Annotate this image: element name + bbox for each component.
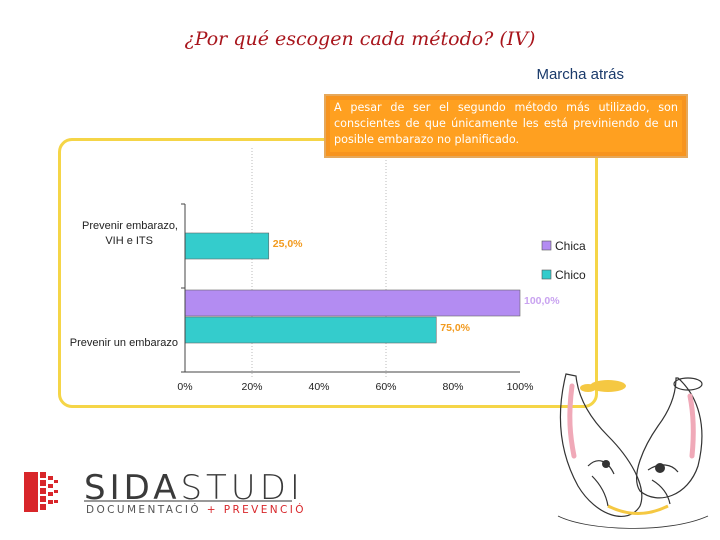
logo-tagline-part1: DOCUMENTACIÓ bbox=[86, 504, 202, 516]
logo-tagline-part2: PREVENCIÓ bbox=[223, 504, 306, 516]
x-tick-label: 100% bbox=[507, 381, 534, 393]
legend-label-chico: Chico bbox=[555, 268, 586, 282]
logo-name-part2: STUDI bbox=[180, 468, 304, 508]
x-tick-label: 80% bbox=[442, 381, 463, 393]
slide-title: ¿Por qué escogen cada método? (IV) bbox=[184, 28, 536, 50]
bar-chico-0 bbox=[184, 232, 270, 260]
bar-chica-1 bbox=[184, 289, 521, 317]
bar-chico-1 bbox=[184, 316, 437, 344]
category-label: Prevenir un embarazo bbox=[70, 337, 178, 349]
legend-label-chica: Chica bbox=[555, 239, 586, 253]
logo-tagline-sep: + bbox=[206, 504, 218, 516]
legend-swatch-chico bbox=[541, 269, 552, 280]
section-heading: Marcha atrás bbox=[536, 66, 624, 83]
x-tick-label: 20% bbox=[241, 381, 262, 393]
sidastudi-logo: SIDASTUDI DOCUMENTACIÓ + PREVENCIÓ bbox=[24, 468, 304, 519]
callout-text: A pesar de ser el segundo método más uti… bbox=[334, 101, 678, 146]
category-label: Prevenir embarazo, bbox=[82, 220, 178, 232]
x-tick-label: 0% bbox=[177, 381, 192, 393]
callout-inner bbox=[330, 100, 682, 152]
x-tick-label: 40% bbox=[308, 381, 329, 393]
logo-mark-icon bbox=[24, 472, 58, 512]
data-label: 75,0% bbox=[440, 322, 470, 334]
data-label: 25,0% bbox=[273, 238, 303, 250]
x-tick-label: 60% bbox=[375, 381, 396, 393]
logo-name-part1: SIDA bbox=[84, 468, 181, 508]
logo-divider bbox=[84, 500, 292, 502]
data-label: 100,0% bbox=[524, 295, 560, 307]
condom-illustration-icon bbox=[557, 373, 709, 529]
callout-box: A pesar de ser el segundo método más uti… bbox=[324, 94, 688, 158]
legend-swatch-chica bbox=[541, 240, 552, 251]
category-label: VIH e ITS bbox=[105, 235, 153, 247]
